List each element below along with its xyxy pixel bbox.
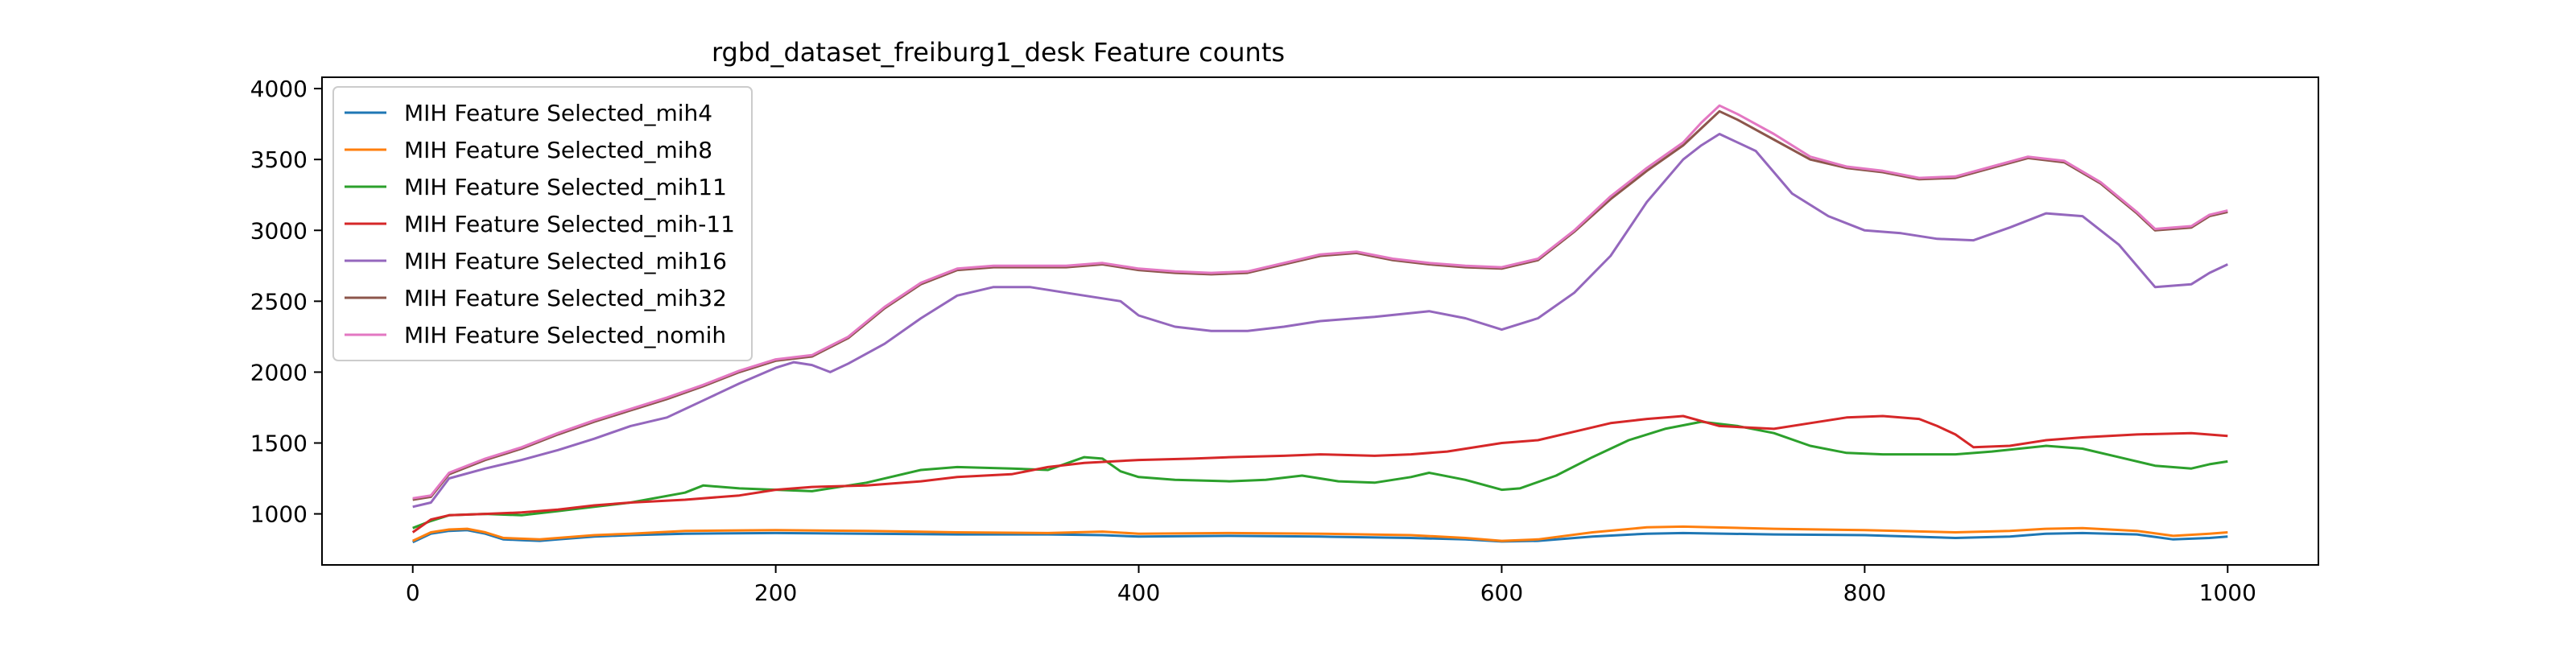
legend-label: MIH Feature Selected_mih4 [404,100,712,126]
y-tick-label: 1000 [250,501,308,528]
x-tick-label: 1000 [2199,579,2256,606]
x-tick-label: 0 [406,579,420,606]
series-line [412,420,2228,530]
series-line [411,414,2228,534]
series-line [412,104,2228,500]
legend-label: MIH Feature Selected_mih-11 [404,211,735,237]
y-tick-label: 1500 [250,431,308,457]
series-line [412,529,2228,544]
legend: MIH Feature Selected_mih4 MIH Feature Sel… [332,86,753,361]
x-tick-label: 600 [1480,579,1523,606]
y-axis: 1000 1500 2000 2500 3000 3500 4000 [250,76,322,528]
series-line [412,109,2228,501]
series-line [412,525,2228,542]
legend-label: MIH Feature Selected_mih16 [404,248,727,274]
y-tick-label: 2500 [250,288,308,315]
y-tick-label: 2000 [250,359,308,385]
y-tick-label: 4000 [250,76,308,102]
chart-title: rgbd_dataset_freiburg1_desk Feature coun… [712,37,1285,68]
x-axis: 0 200 400 600 800 1000 [406,565,2256,606]
legend-label: MIH Feature Selected_mih11 [404,174,727,200]
x-tick-label: 800 [1843,579,1886,606]
series-lines [411,104,2228,544]
legend-label: MIH Feature Selected_nomih [404,322,726,348]
legend-label: MIH Feature Selected_mih8 [404,137,712,163]
y-tick-label: 3000 [250,217,308,244]
y-tick-label: 3500 [250,146,308,173]
legend-box [332,86,753,361]
x-tick-label: 400 [1117,579,1160,606]
plot-frame [321,76,2319,566]
series-line [412,133,2228,509]
legend-label: MIH Feature Selected_mih32 [404,285,727,311]
x-tick-label: 200 [754,579,797,606]
